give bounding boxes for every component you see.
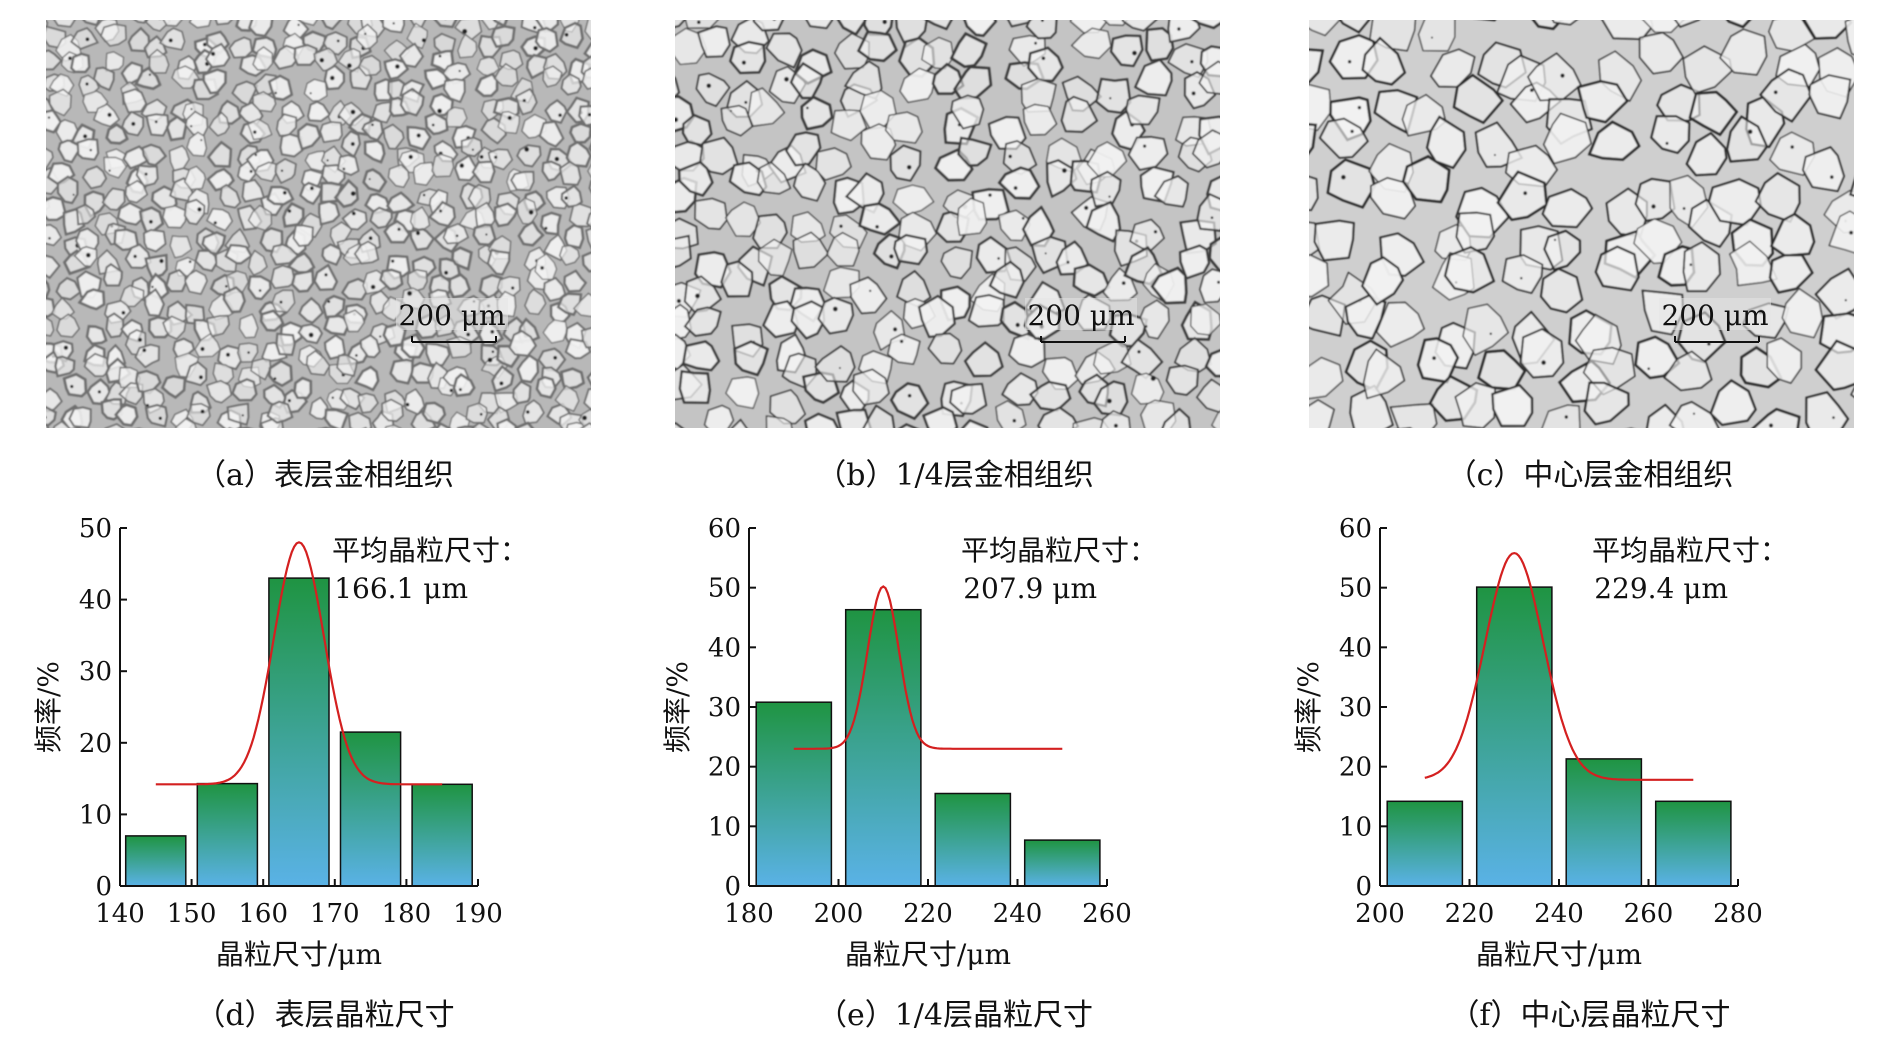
y-tick-label: 0 [1355,872,1372,902]
x-tick-label: 200 [1355,899,1405,929]
x-tick-label: 190 [453,899,503,929]
y-tick-label: 40 [1339,633,1372,663]
y-axis-label: 频率/% [1292,661,1325,753]
chart-d: 0 10 20 30 40 50 140 150 160 170 180 190 晶粒尺寸/μm 频率/%… [20,514,620,988]
histogram-bar [1386,800,1464,887]
x-tick-label: 170 [310,899,360,929]
y-tick-label: 10 [79,800,112,830]
dendrite-micrograph-coarse-icon: 200 μm [1309,20,1854,428]
histogram-bar [844,608,922,887]
micrograph-a: 200 μm [46,20,591,428]
annotation-value: 166.1 μm [334,572,468,605]
y-tick-label: 50 [1339,574,1372,604]
scale-bar-label: 200 μm [1027,299,1134,332]
y-tick-label: 60 [708,514,741,544]
x-tick-label: 150 [167,899,217,929]
chart-e: 0 10 20 30 40 50 60 180 200 220 240 260 晶粒尺寸/μm 频率/% 平… [649,514,1249,988]
x-tick-label: 200 [814,899,864,929]
x-tick-label: 160 [238,899,288,929]
y-tick-label: 60 [1339,514,1372,544]
x-tick-label: 240 [1534,899,1584,929]
x-axis-label: 晶粒尺寸/μm [845,938,1011,971]
caption-e: （e）1/4层晶粒尺寸 [816,998,1094,1033]
y-tick-label: 50 [79,514,112,544]
scale-bar-label: 200 μm [1661,299,1768,332]
scale-bar-label: 200 μm [398,299,505,332]
micrograph-b: 200 μm [675,20,1220,428]
y-tick-label: 0 [724,872,741,902]
y-tick-label: 40 [708,633,741,663]
y-tick-label: 0 [95,872,112,902]
y-tick-label: 40 [79,586,112,616]
y-tick-label: 30 [708,693,741,723]
x-tick-label: 240 [993,899,1043,929]
x-tick-label: 180 [724,899,774,929]
caption-d: （d）表层晶粒尺寸 [195,998,455,1033]
histogram-bar [196,782,259,887]
histogram-bar [268,577,330,887]
histogram-f: 0 10 20 30 40 50 60 200 220 240 260 280 晶粒尺寸/μm 频率/% 平… [1292,514,1788,971]
y-tick-label: 30 [1339,693,1372,723]
fit-curve [155,541,443,786]
chart-f: 0 10 20 30 40 50 60 200 220 240 260 280 晶粒尺寸/μm 频率/% 平… [1280,514,1880,988]
x-tick-label: 260 [1082,899,1132,929]
fit-curve [793,585,1063,750]
histogram-bar [934,792,1012,887]
x-tick-label: 280 [1713,899,1763,929]
fit-curve [1424,551,1694,781]
y-tick-label: 20 [708,753,741,783]
y-tick-label: 10 [1339,812,1372,842]
histogram-bar [1023,839,1101,887]
dendrite-micrograph-medium-icon: 200 μm [675,20,1220,428]
x-tick-label: 220 [1445,899,1495,929]
annotation-value: 207.9 μm [963,572,1097,605]
y-axis-label: 频率/% [32,661,65,753]
annotation-value: 229.4 μm [1594,572,1728,605]
y-axis-label: 频率/% [661,661,694,753]
y-tick-label: 30 [79,657,112,687]
x-axis-label: 晶粒尺寸/μm [216,938,382,971]
annotation-title: 平均晶粒尺寸： [1592,534,1788,567]
histogram-bar [755,701,833,887]
caption-b: （b）1/4层金相组织 [816,458,1094,493]
caption-a: （a）表层金相组织 [196,458,454,493]
x-tick-label: 140 [95,899,145,929]
histogram-e: 0 10 20 30 40 50 60 180 200 220 240 260 晶粒尺寸/μm 频率/% 平… [661,514,1157,971]
y-tick-label: 10 [708,812,741,842]
micrograph-c: 200 μm [1309,20,1854,428]
histogram-bar [1654,800,1732,887]
histogram-bar [1475,586,1553,887]
y-tick-label: 50 [708,574,741,604]
histogram-d: 0 10 20 30 40 50 140 150 160 170 180 190 晶粒尺寸/μm 频率/%… [32,514,528,971]
annotation-title: 平均晶粒尺寸： [961,534,1157,567]
caption-c: （c）中心层金相组织 [1446,458,1734,493]
histogram-bar [411,783,473,887]
x-tick-label: 260 [1624,899,1674,929]
x-tick-label: 220 [903,899,953,929]
caption-f: （f）中心层晶粒尺寸 [1449,998,1731,1033]
y-tick-label: 20 [1339,753,1372,783]
annotation-title: 平均晶粒尺寸： [332,534,528,567]
x-tick-label: 180 [382,899,432,929]
y-tick-label: 20 [79,729,112,759]
dendrite-micrograph-fine-icon: 200 μm [46,20,591,428]
x-axis-label: 晶粒尺寸/μm [1476,938,1642,971]
histogram-bar [124,835,187,887]
